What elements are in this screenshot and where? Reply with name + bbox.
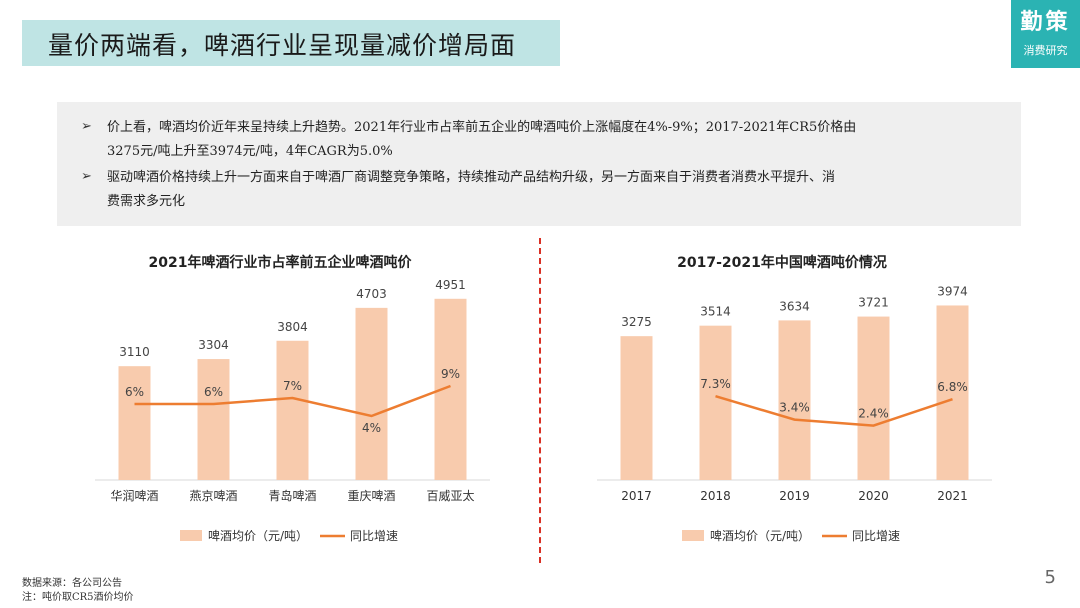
bar-value-label: 3974 xyxy=(937,284,968,298)
bullet-arrow-icon: ➢ xyxy=(81,169,92,184)
chart-svg: 2017-2021年中国啤酒吨价情况 3275 3514 3634 3721 3974 7.… xyxy=(597,254,992,543)
chart-yearly-price: 2017-2021年中国啤酒吨价情况 3275 3514 3634 3721 3974 7.… xyxy=(582,250,1002,555)
logo-sub-text: 消费研究 xyxy=(1023,44,1068,57)
brand-logo: 勤策 消费研究 xyxy=(1011,0,1080,68)
data-source: 数据来源：各公司公告 xyxy=(22,578,122,589)
bar-value-label: 3804 xyxy=(277,320,308,334)
line-value-label: 7.3% xyxy=(700,377,731,391)
category-label: 青岛啤酒 xyxy=(268,488,316,503)
category-label: 2020 xyxy=(858,489,889,503)
legend-label-bar: 啤酒均价（元/吨） xyxy=(710,528,810,543)
line-value-label: 7% xyxy=(283,379,302,393)
legend-swatch-bar xyxy=(180,530,202,541)
page-number: 5 xyxy=(1044,567,1056,588)
bullet-arrow-icon: ➢ xyxy=(81,119,92,134)
bar-2019 xyxy=(778,320,811,480)
category-label: 2018 xyxy=(700,489,731,503)
bar-value-label: 3514 xyxy=(700,305,731,319)
category-label: 2019 xyxy=(779,489,810,503)
bar-2018 xyxy=(699,325,732,480)
line-value-label: 3.4% xyxy=(779,401,810,415)
summary-box: ➢ 价上看，啤酒均价近年来呈持续上升趋势。2021年行业市占率前五企业的啤酒吨价… xyxy=(57,102,1021,226)
logo-main-text: 勤策 xyxy=(1020,9,1071,35)
category-label: 百威亚太 xyxy=(426,488,474,503)
bar-value-label: 4703 xyxy=(356,287,387,301)
bar-青岛啤酒 xyxy=(276,340,309,480)
category-label: 2021 xyxy=(937,489,968,503)
chart-title: 2017-2021年中国啤酒吨价情况 xyxy=(677,254,887,271)
bar-value-label: 3721 xyxy=(858,296,889,310)
bar-2020 xyxy=(857,316,890,480)
chart-svg: 2021年啤酒行业市占率前五企业啤酒吨价 3110 3304 3804 4703 4951… xyxy=(95,254,490,543)
line-value-label: 6.8% xyxy=(937,380,968,394)
summary-bullet-1-line2: 3275元/吨上升至3974元/吨，4年CAGR为5.0% xyxy=(107,144,393,159)
bar-value-label: 3634 xyxy=(779,299,810,313)
bar-2021 xyxy=(936,305,969,480)
summary-bullet-1: 价上看，啤酒均价近年来呈持续上升趋势。2021年行业市占率前五企业的啤酒吨价上涨… xyxy=(107,116,1002,164)
category-label: 重庆啤酒 xyxy=(347,488,395,503)
title-bar: 量价两端看，啤酒行业呈现量减价增局面 xyxy=(22,20,560,66)
legend-swatch-bar xyxy=(682,530,704,541)
chart-top5-price: 2021年啤酒行业市占率前五企业啤酒吨价 3110 3304 3804 4703 4951… xyxy=(80,250,500,555)
bar-value-label: 3110 xyxy=(119,345,150,359)
legend-label-bar: 啤酒均价（元/吨） xyxy=(208,528,308,543)
growth-rate-line xyxy=(134,384,451,418)
category-label: 2017 xyxy=(621,489,652,503)
line-value-label: 9% xyxy=(441,367,460,381)
legend-label-line: 同比增速 xyxy=(350,529,398,543)
bar-重庆啤酒 xyxy=(355,307,388,480)
bar-value-label: 3275 xyxy=(621,315,652,329)
page-title: 量价两端看，啤酒行业呈现量减价增局面 xyxy=(48,31,517,60)
chart-divider xyxy=(539,238,541,563)
chart-title: 2021年啤酒行业市占率前五企业啤酒吨价 xyxy=(149,254,413,271)
summary-bullet-2: 驱动啤酒价格持续上升一方面来自于啤酒厂商调整竞争策略，持续推动产品结构升级，另一… xyxy=(107,166,1002,214)
summary-bullet-1-line1: 价上看，啤酒均价近年来呈持续上升趋势。2021年行业市占率前五企业的啤酒吨价上涨… xyxy=(107,120,857,135)
line-value-label: 2.4% xyxy=(858,407,889,421)
line-value-label: 4% xyxy=(362,421,381,435)
legend-label-line: 同比增速 xyxy=(852,529,900,543)
bar-2017 xyxy=(620,336,653,480)
category-label: 燕京啤酒 xyxy=(189,488,237,503)
summary-bullet-2-line1: 驱动啤酒价格持续上升一方面来自于啤酒厂商调整竞争策略，持续推动产品结构升级，另一… xyxy=(107,170,836,185)
bar-燕京啤酒 xyxy=(197,359,230,480)
growth-rate-line xyxy=(715,395,953,427)
line-value-label: 6% xyxy=(204,385,223,399)
line-value-label: 6% xyxy=(125,385,144,399)
bar-value-label: 3304 xyxy=(198,338,229,352)
footnote: 注：吨价取CR5酒价均价 xyxy=(22,592,134,603)
bar-华润啤酒 xyxy=(118,366,151,480)
category-label: 华润啤酒 xyxy=(110,488,158,503)
bar-value-label: 4951 xyxy=(435,278,466,292)
summary-bullet-2-line2: 费需求多元化 xyxy=(107,194,186,209)
